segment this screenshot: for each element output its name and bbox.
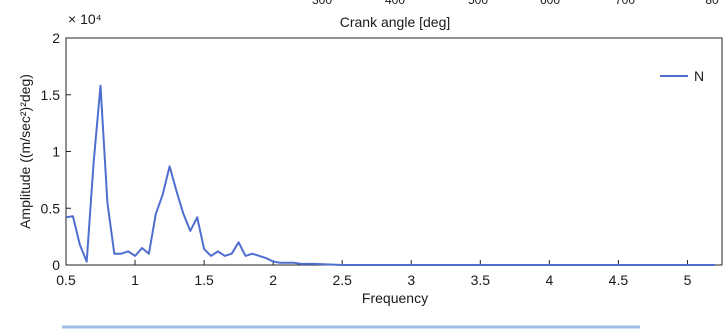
y-tick-label: 1 bbox=[52, 144, 60, 160]
y-axis-ticks: 0 0.5 1 1.5 2 bbox=[41, 30, 71, 273]
x-tick-label: 1.5 bbox=[194, 272, 214, 288]
x-tick-label: 0.5 bbox=[56, 272, 76, 288]
y-tick-label: 0 bbox=[52, 257, 60, 273]
top-axis-partial-ticks: 300 400 500 600 700 80 bbox=[312, 0, 719, 7]
legend: N bbox=[660, 68, 704, 84]
y-axis-multiplier: × 10⁴ bbox=[68, 11, 102, 27]
top-axis-tick-label: 500 bbox=[468, 0, 488, 7]
x-tick-label: 4 bbox=[545, 272, 553, 288]
y-tick-label: 1.5 bbox=[41, 87, 61, 103]
x-tick-label: 2 bbox=[269, 272, 277, 288]
y-axis-label: Amplitude ((m/sec²)²deg) bbox=[17, 74, 33, 229]
top-axis-tick-label: 300 bbox=[312, 0, 332, 7]
top-axis-label: Crank angle [deg] bbox=[340, 14, 451, 30]
x-tick-label: 1 bbox=[131, 272, 139, 288]
x-tick-label: 2.5 bbox=[332, 272, 352, 288]
y-tick-label: 0.5 bbox=[41, 200, 61, 216]
x-tick-label: 3.5 bbox=[471, 272, 491, 288]
y-tick-label: 2 bbox=[52, 30, 60, 46]
top-axis-tick-label: 600 bbox=[540, 0, 560, 7]
x-axis-ticks: 0.5 1 1.5 2 2.5 3 3.5 4 4.5 5 bbox=[56, 260, 692, 288]
top-axis-tick-label: 80 bbox=[705, 0, 719, 7]
x-tick-label: 3 bbox=[407, 272, 415, 288]
plot-area-frame bbox=[65, 37, 723, 266]
top-axis-tick-label: 700 bbox=[615, 0, 635, 7]
legend-label-n: N bbox=[694, 68, 704, 84]
x-tick-label: 5 bbox=[684, 272, 692, 288]
top-axis-tick-label: 400 bbox=[385, 0, 405, 7]
series-layer bbox=[65, 84, 716, 266]
x-axis-label: Frequency bbox=[362, 290, 428, 306]
series-line-n bbox=[65, 84, 716, 266]
x-tick-label: 4.5 bbox=[609, 272, 629, 288]
